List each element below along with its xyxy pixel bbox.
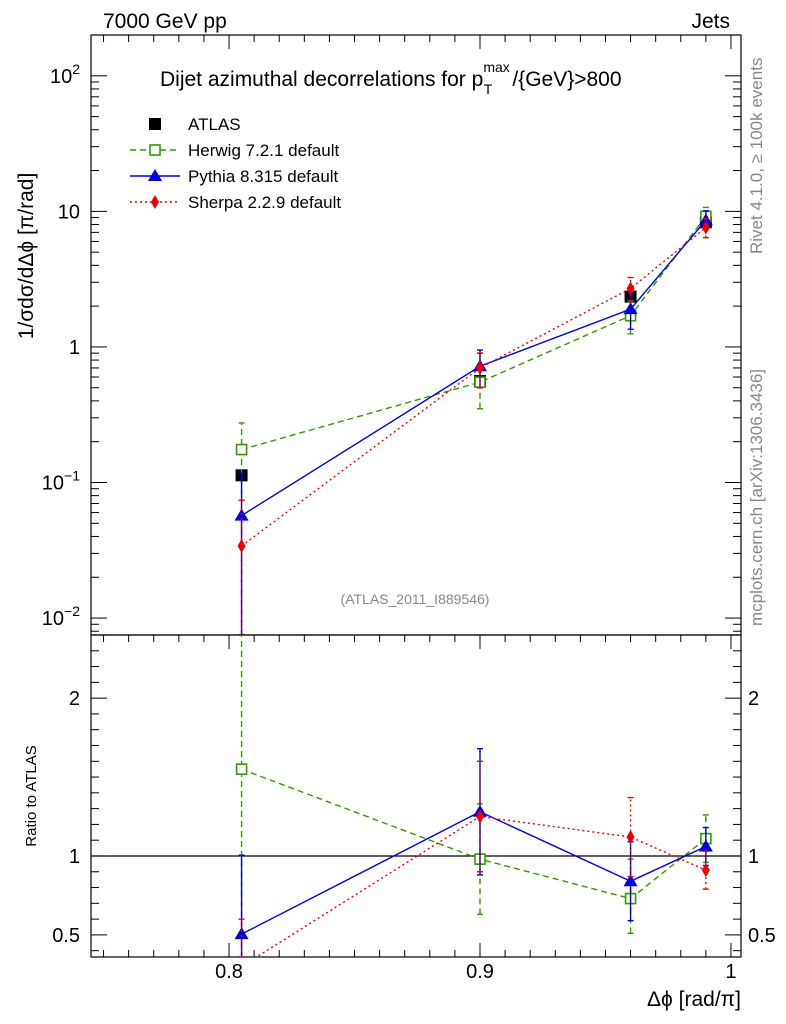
ratio-series-group [234, 635, 713, 957]
y-tick-label: 10−1 [42, 467, 80, 494]
main-y-axis-label: 1/σdσ/dΔϕ [π/rad] [15, 173, 38, 340]
analysis-id-watermark: (ATLAS_2011_I889546) [341, 591, 490, 607]
y-tick-label: 1 [69, 337, 80, 359]
x-tick-label: 0.9 [466, 961, 494, 983]
data-point [234, 927, 249, 940]
ratio-axis-ticks [91, 635, 741, 957]
data-point [237, 539, 246, 554]
legend: ATLAS Herwig 7.2.1 default Pythia 8.315 de… [130, 115, 341, 212]
y-tick-label-exponent: −1 [64, 467, 80, 483]
main-axis-ticks [91, 34, 741, 632]
legend-item: Sherpa 2.2.9 default [130, 193, 341, 212]
data-point [623, 302, 638, 315]
ratio-plot-panel: 0.5 0.5 1 1 2 2 0.8 0.9 1 Ratio to ATLAS Δϕ [ra… [23, 634, 776, 1011]
y-tick-label: 2 [69, 688, 80, 710]
header-energy-label: 7000 GeV pp [103, 10, 227, 33]
series-line [241, 768, 707, 900]
y-tick-label-right: 0.5 [748, 925, 776, 947]
data-point [623, 874, 638, 887]
main-series-group [234, 206, 713, 636]
data-point [151, 195, 159, 209]
data-point [148, 169, 162, 181]
data-point [701, 863, 710, 878]
legend-label: ATLAS [188, 115, 241, 134]
y-tick-label: 10−2 [42, 603, 80, 630]
x-tick-labels: 0.8 0.9 1 [215, 961, 736, 983]
series-line [241, 219, 707, 517]
data-point [626, 281, 635, 296]
y-tick-label: 0.5 [52, 925, 80, 947]
legend-item: ATLAS [149, 115, 241, 134]
legend-item: Pythia 8.315 default [130, 167, 339, 186]
series-herwig [235, 206, 712, 636]
y-tick-label-base: 10 [42, 472, 64, 494]
x-tick-label: 0.8 [215, 961, 243, 983]
ratio-y-tick-labels: 0.5 0.5 1 1 2 2 [52, 688, 776, 947]
series-pythia [234, 210, 713, 636]
rivet-version-label: Rivet 4.1.0, ≥ 100k events [747, 58, 766, 254]
y-tick-label-right: 1 [748, 846, 759, 868]
ratio-plot-frame [90, 634, 742, 958]
y-tick-label: 1 [69, 846, 80, 868]
data-point [626, 830, 635, 845]
y-tick-label-base: 10 [42, 608, 64, 630]
series-line [241, 226, 707, 547]
series-sherpa [237, 218, 710, 636]
y-tick-label: 10 [58, 201, 80, 223]
data-point [475, 360, 484, 375]
legend-label: Pythia 8.315 default [188, 167, 339, 186]
x-axis-label: Δϕ [rad/π] [647, 988, 741, 1011]
data-point [698, 839, 713, 852]
mcplots-reference-label: mcplots.cern.ch [arXiv:1306.3436] [747, 369, 766, 626]
y-tick-label-exponent: 2 [72, 61, 80, 77]
ratio-y-axis-label: Ratio to ATLAS [23, 745, 40, 846]
legend-item: Herwig 7.2.1 default [130, 141, 339, 160]
series-line [255, 815, 707, 957]
data-point [701, 220, 710, 235]
y-tick-label-right: 2 [748, 688, 759, 710]
data-point [475, 809, 484, 824]
data-point [149, 144, 161, 156]
series-sherpa [238, 760, 710, 957]
header-process-label: Jets [691, 10, 730, 33]
data-point [235, 763, 248, 775]
legend-label: Sherpa 2.2.9 default [188, 193, 341, 212]
data-point [149, 118, 161, 130]
data-point [235, 443, 248, 456]
x-tick-label: 1 [725, 961, 736, 983]
series-line [241, 215, 707, 451]
y-tick-label-base: 10 [50, 66, 72, 88]
series-atlas [235, 216, 712, 482]
series-herwig [235, 635, 712, 957]
plot-title: Dijet azimuthal decorrelations for pmax T… [160, 59, 622, 97]
y-tick-label: 102 [50, 61, 80, 88]
y-tick-label-exponent: −2 [64, 603, 80, 619]
legend-label: Herwig 7.2.1 default [188, 141, 339, 160]
series-line [241, 811, 707, 935]
